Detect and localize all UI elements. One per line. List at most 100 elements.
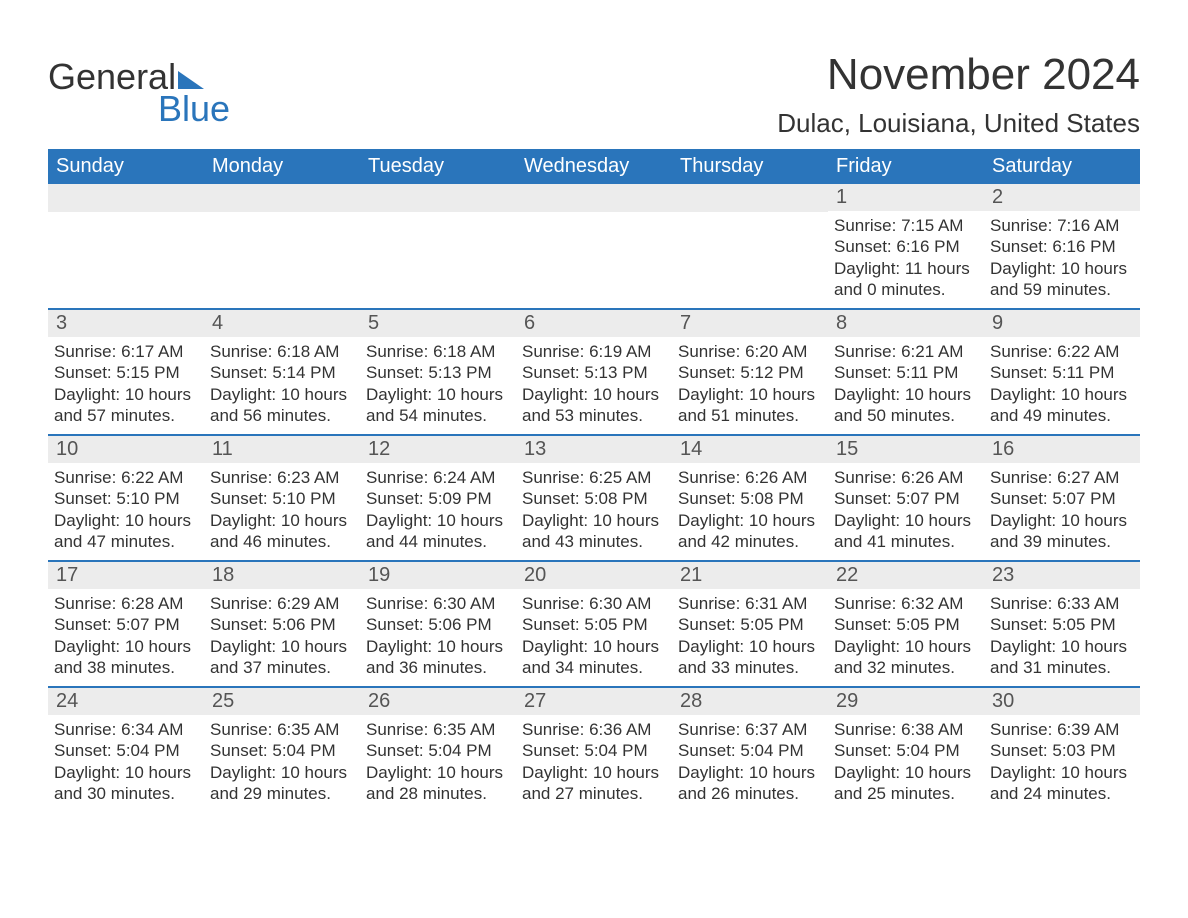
daylight-text: Daylight: 10 hours and 31 minutes. — [990, 636, 1134, 679]
calendar-day: 10Sunrise: 6:22 AMSunset: 5:10 PMDayligh… — [48, 436, 204, 560]
day-number: 9 — [984, 310, 1140, 337]
daylight-text: Daylight: 10 hours and 32 minutes. — [834, 636, 978, 679]
week-row: 10Sunrise: 6:22 AMSunset: 5:10 PMDayligh… — [48, 434, 1140, 560]
sunrise-text: Sunrise: 6:33 AM — [990, 593, 1134, 614]
calendar-day: 7Sunrise: 6:20 AMSunset: 5:12 PMDaylight… — [672, 310, 828, 434]
daylight-text: Daylight: 10 hours and 26 minutes. — [678, 762, 822, 805]
weekday-header: Wednesday — [516, 149, 672, 184]
calendar-day: 11Sunrise: 6:23 AMSunset: 5:10 PMDayligh… — [204, 436, 360, 560]
daylight-text: Daylight: 11 hours and 0 minutes. — [834, 258, 978, 301]
daylight-text: Daylight: 10 hours and 57 minutes. — [54, 384, 198, 427]
day-number: 5 — [360, 310, 516, 337]
sunrise-text: Sunrise: 6:35 AM — [366, 719, 510, 740]
day-number: 10 — [48, 436, 204, 463]
daylight-text: Daylight: 10 hours and 49 minutes. — [990, 384, 1134, 427]
week-row: 3Sunrise: 6:17 AMSunset: 5:15 PMDaylight… — [48, 308, 1140, 434]
weekday-header: Saturday — [984, 149, 1140, 184]
daylight-text: Daylight: 10 hours and 24 minutes. — [990, 762, 1134, 805]
calendar-day — [516, 184, 672, 308]
daylight-text: Daylight: 10 hours and 27 minutes. — [522, 762, 666, 805]
sunrise-text: Sunrise: 7:15 AM — [834, 215, 978, 236]
logo-text-blue: Blue — [158, 88, 230, 130]
calendar-day: 26Sunrise: 6:35 AMSunset: 5:04 PMDayligh… — [360, 688, 516, 812]
calendar-day: 22Sunrise: 6:32 AMSunset: 5:05 PMDayligh… — [828, 562, 984, 686]
calendar-day: 13Sunrise: 6:25 AMSunset: 5:08 PMDayligh… — [516, 436, 672, 560]
day-body: Sunrise: 6:33 AMSunset: 5:05 PMDaylight:… — [984, 589, 1140, 684]
sunrise-text: Sunrise: 6:38 AM — [834, 719, 978, 740]
sunset-text: Sunset: 5:07 PM — [834, 488, 978, 509]
sunrise-text: Sunrise: 6:34 AM — [54, 719, 198, 740]
weekday-header: Sunday — [48, 149, 204, 184]
sunrise-text: Sunrise: 6:22 AM — [990, 341, 1134, 362]
daylight-text: Daylight: 10 hours and 28 minutes. — [366, 762, 510, 805]
calendar-day: 14Sunrise: 6:26 AMSunset: 5:08 PMDayligh… — [672, 436, 828, 560]
sunset-text: Sunset: 5:11 PM — [834, 362, 978, 383]
calendar-day — [204, 184, 360, 308]
sunrise-text: Sunrise: 6:22 AM — [54, 467, 198, 488]
day-number: 4 — [204, 310, 360, 337]
day-number — [672, 184, 828, 212]
day-number: 8 — [828, 310, 984, 337]
day-body: Sunrise: 6:31 AMSunset: 5:05 PMDaylight:… — [672, 589, 828, 684]
sunrise-text: Sunrise: 6:18 AM — [210, 341, 354, 362]
sunset-text: Sunset: 5:13 PM — [366, 362, 510, 383]
sunset-text: Sunset: 5:06 PM — [210, 614, 354, 635]
day-body: Sunrise: 6:18 AMSunset: 5:13 PMDaylight:… — [360, 337, 516, 432]
day-number — [516, 184, 672, 212]
logo-triangle-icon — [178, 71, 204, 89]
day-body: Sunrise: 6:29 AMSunset: 5:06 PMDaylight:… — [204, 589, 360, 684]
sunrise-text: Sunrise: 6:29 AM — [210, 593, 354, 614]
daylight-text: Daylight: 10 hours and 33 minutes. — [678, 636, 822, 679]
calendar-day: 5Sunrise: 6:18 AMSunset: 5:13 PMDaylight… — [360, 310, 516, 434]
sunset-text: Sunset: 6:16 PM — [990, 236, 1134, 257]
day-number — [204, 184, 360, 212]
sunset-text: Sunset: 5:13 PM — [522, 362, 666, 383]
day-body: Sunrise: 6:35 AMSunset: 5:04 PMDaylight:… — [204, 715, 360, 810]
day-number: 24 — [48, 688, 204, 715]
sunset-text: Sunset: 5:05 PM — [990, 614, 1134, 635]
daylight-text: Daylight: 10 hours and 50 minutes. — [834, 384, 978, 427]
sunrise-text: Sunrise: 6:24 AM — [366, 467, 510, 488]
sunset-text: Sunset: 5:04 PM — [834, 740, 978, 761]
title-block: November 2024 Dulac, Louisiana, United S… — [777, 50, 1140, 139]
day-number: 26 — [360, 688, 516, 715]
weeks-container: 1Sunrise: 7:15 AMSunset: 6:16 PMDaylight… — [48, 184, 1140, 812]
calendar-day — [360, 184, 516, 308]
day-body: Sunrise: 7:16 AMSunset: 6:16 PMDaylight:… — [984, 211, 1140, 306]
logo-text-general: General — [48, 56, 176, 98]
sunrise-text: Sunrise: 6:31 AM — [678, 593, 822, 614]
sunrise-text: Sunrise: 6:26 AM — [834, 467, 978, 488]
daylight-text: Daylight: 10 hours and 36 minutes. — [366, 636, 510, 679]
calendar-day — [672, 184, 828, 308]
day-body: Sunrise: 6:17 AMSunset: 5:15 PMDaylight:… — [48, 337, 204, 432]
calendar-day: 3Sunrise: 6:17 AMSunset: 5:15 PMDaylight… — [48, 310, 204, 434]
day-body: Sunrise: 6:38 AMSunset: 5:04 PMDaylight:… — [828, 715, 984, 810]
sunset-text: Sunset: 5:04 PM — [678, 740, 822, 761]
calendar-day: 27Sunrise: 6:36 AMSunset: 5:04 PMDayligh… — [516, 688, 672, 812]
calendar-day: 17Sunrise: 6:28 AMSunset: 5:07 PMDayligh… — [48, 562, 204, 686]
sunset-text: Sunset: 5:10 PM — [54, 488, 198, 509]
sunset-text: Sunset: 5:04 PM — [522, 740, 666, 761]
day-body: Sunrise: 6:39 AMSunset: 5:03 PMDaylight:… — [984, 715, 1140, 810]
daylight-text: Daylight: 10 hours and 56 minutes. — [210, 384, 354, 427]
day-number: 29 — [828, 688, 984, 715]
daylight-text: Daylight: 10 hours and 51 minutes. — [678, 384, 822, 427]
day-number: 19 — [360, 562, 516, 589]
day-body: Sunrise: 6:23 AMSunset: 5:10 PMDaylight:… — [204, 463, 360, 558]
sunrise-text: Sunrise: 6:27 AM — [990, 467, 1134, 488]
sunset-text: Sunset: 5:12 PM — [678, 362, 822, 383]
sunrise-text: Sunrise: 6:17 AM — [54, 341, 198, 362]
day-number — [48, 184, 204, 212]
daylight-text: Daylight: 10 hours and 29 minutes. — [210, 762, 354, 805]
calendar-day: 1Sunrise: 7:15 AMSunset: 6:16 PMDaylight… — [828, 184, 984, 308]
day-number: 17 — [48, 562, 204, 589]
day-number: 28 — [672, 688, 828, 715]
sunset-text: Sunset: 5:10 PM — [210, 488, 354, 509]
sunrise-text: Sunrise: 6:19 AM — [522, 341, 666, 362]
day-body: Sunrise: 6:35 AMSunset: 5:04 PMDaylight:… — [360, 715, 516, 810]
day-body: Sunrise: 6:36 AMSunset: 5:04 PMDaylight:… — [516, 715, 672, 810]
daylight-text: Daylight: 10 hours and 30 minutes. — [54, 762, 198, 805]
daylight-text: Daylight: 10 hours and 46 minutes. — [210, 510, 354, 553]
day-number: 16 — [984, 436, 1140, 463]
day-body: Sunrise: 7:15 AMSunset: 6:16 PMDaylight:… — [828, 211, 984, 306]
